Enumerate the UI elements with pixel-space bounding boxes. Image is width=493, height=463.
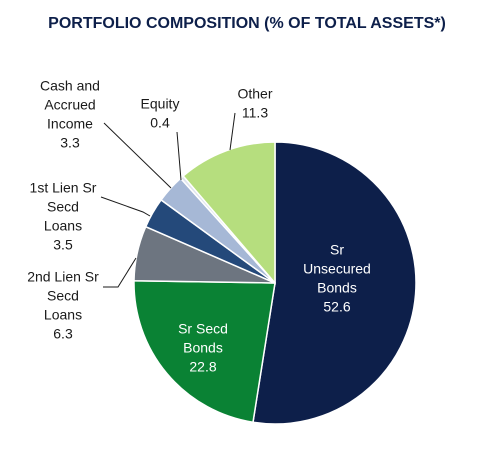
slice-label: Bonds (183, 340, 223, 356)
value-label: 6.3 (53, 326, 73, 342)
value-label: 3.3 (60, 135, 80, 151)
leader-line (229, 112, 236, 151)
pie-slice (252, 141, 417, 425)
value-label: 52.6 (323, 299, 350, 315)
slice-label: Sr (330, 242, 344, 258)
value-label: 0.4 (150, 115, 170, 131)
slice-label: Sr Secd (178, 321, 228, 337)
slice-label: Equity (141, 96, 180, 112)
slice-label: Other (237, 86, 272, 102)
slice-label: Bonds (317, 280, 357, 296)
slice-label: 1st Lien Sr (30, 180, 97, 196)
slice-label: 2nd Lien Sr (27, 269, 99, 285)
pie-slice (182, 141, 276, 286)
slice-label: Income (47, 116, 93, 132)
slice-label: Unsecured (303, 261, 371, 277)
leader-line (100, 196, 151, 217)
value-label: 22.8 (189, 359, 216, 375)
value-label: 11.3 (242, 105, 268, 121)
pie-slice (133, 280, 276, 424)
slice-label: Secd (47, 288, 79, 304)
slice-label: Loans (44, 218, 82, 234)
chart-title: PORTFOLIO COMPOSITION (% OF TOTAL ASSETS… (48, 15, 446, 32)
leader-line (103, 122, 172, 189)
slice-label: Accrued (44, 97, 95, 113)
value-label: 3.5 (53, 237, 73, 253)
slice-label: Secd (47, 199, 79, 215)
leader-line (103, 257, 137, 288)
slice-label: Cash and (40, 78, 100, 94)
leader-line (176, 131, 182, 181)
slice-label: Loans (44, 307, 82, 323)
